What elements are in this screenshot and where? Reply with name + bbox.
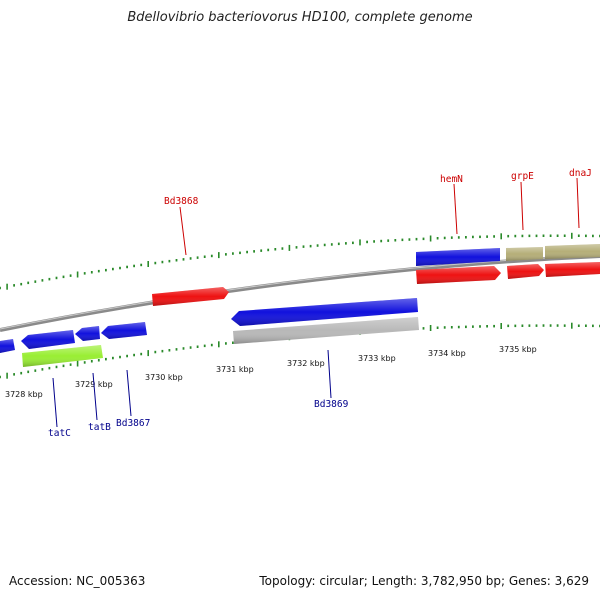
gene-label-hemN: hemN <box>440 174 463 185</box>
gene-bd3867[interactable] <box>101 322 147 339</box>
scale-label-3730: 3730 kbp <box>145 373 183 382</box>
gene-label-bd3869: Bd3869 <box>314 399 349 410</box>
label-leaders <box>52 177 580 428</box>
gene-label-tatB: tatB <box>88 422 111 433</box>
reverse-genes <box>0 298 419 367</box>
scale-label-3728: 3728 kbp <box>5 390 43 399</box>
gene-bd3869[interactable] <box>231 298 418 326</box>
genome-backbone <box>0 254 600 332</box>
gene-tatC-feature[interactable] <box>22 345 103 367</box>
gene-label-grpE: grpE <box>511 171 534 182</box>
accession-text: Accession: NC_005363 <box>9 574 146 588</box>
scale-label-3733: 3733 kbp <box>358 354 396 363</box>
gene-left-edge[interactable] <box>0 339 15 353</box>
gene-hemN[interactable] <box>416 248 500 266</box>
map-title: Bdellovibrio bacteriovorus HD100, comple… <box>127 10 473 25</box>
scale-label-3734: 3734 kbp <box>428 349 466 358</box>
gene-labels: Bd3868 hemN grpE dnaJ tatC tatB Bd3867 B… <box>48 168 592 439</box>
upper-tick-row <box>0 232 600 290</box>
gene-hemN-cds[interactable] <box>416 266 501 284</box>
scale-label-3735: 3735 kbp <box>499 345 537 354</box>
gene-tatB[interactable] <box>75 326 100 341</box>
gene-tatC[interactable] <box>21 330 75 349</box>
gene-label-bd3868: Bd3868 <box>164 196 199 207</box>
gene-dnaJ[interactable] <box>545 244 600 259</box>
gene-bd3868[interactable] <box>152 287 229 306</box>
gene-label-dnaJ: dnaJ <box>569 168 592 179</box>
gene-label-tatC: tatC <box>48 428 71 439</box>
forward-genes <box>152 244 600 306</box>
gene-grpE-cds[interactable] <box>507 264 544 279</box>
gene-dnaJ-cds[interactable] <box>545 262 600 277</box>
gene-label-bd3867: Bd3867 <box>116 418 150 429</box>
scale-label-3731: 3731 kbp <box>216 365 254 374</box>
genome-summary-text: Topology: circular; Length: 3,782,950 bp… <box>259 574 589 588</box>
gene-grpE[interactable] <box>506 247 543 261</box>
gene-bd3869-feature[interactable] <box>233 317 419 344</box>
scale-label-3732: 3732 kbp <box>287 359 325 368</box>
